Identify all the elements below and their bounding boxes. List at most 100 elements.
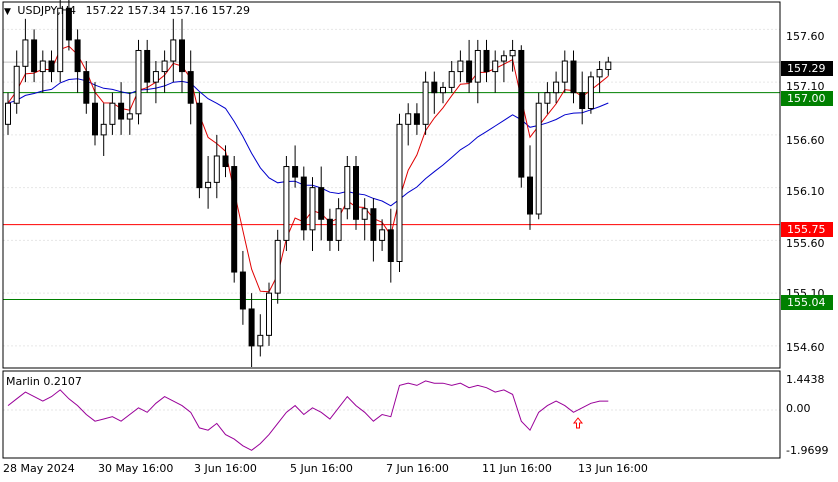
candle-body: [335, 208, 342, 241]
price-axis-label: 155.60: [786, 237, 825, 250]
marlin-oscillator-line: [7, 380, 609, 451]
candle-body: [248, 308, 255, 347]
candle-body: [48, 60, 55, 73]
indicator-axis-label: -1.9699: [786, 444, 829, 457]
candle-body: [396, 123, 403, 262]
time-axis-label: 13 Jun 16:00: [578, 462, 648, 475]
up-arrow-icon: [572, 417, 584, 429]
time-axis-label: 7 Jun 16:00: [386, 462, 449, 475]
candle-body: [135, 49, 142, 115]
candle-body: [318, 187, 325, 220]
candle-body: [579, 92, 586, 110]
candle-body: [266, 292, 272, 336]
time-axis-label: 11 Jun 16:00: [482, 462, 552, 475]
candle-body: [492, 60, 499, 73]
symbol-label: USDJPY,H4: [17, 4, 77, 17]
candle-body: [83, 71, 90, 104]
time-axis-label: 3 Jun 16:00: [194, 462, 257, 475]
candle-body: [283, 166, 290, 241]
candle-body: [309, 187, 316, 231]
indicator-label: Marlin 0.2107: [6, 375, 82, 388]
candle-body: [422, 81, 429, 125]
candle-body: [527, 176, 533, 215]
candle-body: [326, 218, 333, 241]
candle-body: [92, 102, 98, 136]
main-pane-frame: [2, 1, 781, 369]
time-axis-label: 5 Jun 16:00: [290, 462, 353, 475]
candle-body: [413, 113, 420, 125]
candle-body: [205, 181, 212, 189]
candle-body: [39, 60, 46, 73]
candle-body: [379, 229, 386, 241]
dropdown-triangle-icon[interactable]: ▼: [4, 7, 11, 17]
candle-body: [257, 334, 264, 347]
grid: [3, 28, 780, 411]
candle-body: [292, 166, 299, 178]
candle-body: [274, 239, 281, 294]
indicator-axis-label: 0.00: [786, 402, 811, 415]
candle-body: [370, 208, 377, 241]
candle-body: [457, 60, 464, 73]
horizontal-levels: [3, 92, 780, 300]
candle-body: [161, 60, 168, 73]
candle-body: [65, 7, 72, 41]
candle-body: [483, 49, 490, 73]
candle-body: [300, 176, 307, 231]
up-arrow-signal-icon: [572, 417, 584, 429]
candle-body: [361, 208, 368, 220]
candle-body: [22, 39, 29, 67]
candle-body: [500, 55, 507, 62]
candle-body: [179, 39, 185, 73]
fast-moving-average: [7, 45, 609, 293]
candle-body: [431, 81, 438, 94]
chart-header: ▼ USDJPY,H4 157.22 157.34 157.16 157.29: [4, 4, 250, 17]
price-axis-label: 154.60: [786, 341, 825, 354]
indicator-pane-frame: [2, 370, 781, 459]
level-tag-15504: 155.04: [781, 295, 833, 310]
candle-body: [570, 60, 577, 94]
candle-body: [187, 71, 194, 104]
candlestick-series: [5, 0, 612, 367]
indicator-axis-label: 1.4438: [786, 373, 825, 386]
level-tag-15575: 155.75: [781, 222, 833, 237]
candle-body: [466, 60, 473, 83]
candle-body: [596, 68, 603, 78]
price-axis-label: 157.60: [786, 30, 825, 43]
candle-body: [74, 39, 81, 73]
candle-body: [239, 271, 246, 310]
candle-body: [509, 49, 516, 57]
candle-body: [448, 71, 455, 88]
candle-body: [100, 123, 107, 136]
candle-body: [553, 81, 560, 94]
candle-body: [109, 102, 116, 125]
candle-body: [518, 49, 525, 178]
last-price-tag: 157.29: [781, 61, 833, 76]
candle-body: [561, 60, 568, 83]
candle-body: [587, 76, 594, 110]
candle-body: [535, 102, 542, 215]
candle-body: [152, 71, 159, 83]
candle-body: [605, 61, 612, 70]
candle-body: [126, 113, 133, 120]
candle-body: [353, 166, 359, 220]
candle-body: [13, 65, 20, 104]
price-axis-label: 156.10: [786, 185, 825, 198]
time-axis-label: 28 May 2024: [3, 462, 75, 475]
ohlc-values: 157.22 157.34 157.16 157.29: [85, 4, 251, 17]
price-axis-label: 157.10: [786, 80, 825, 93]
candle-body: [118, 102, 125, 120]
candle-body: [440, 86, 446, 94]
price-axis-label: 156.60: [786, 134, 825, 147]
candle-body: [31, 39, 38, 73]
candle-body: [57, 7, 64, 73]
candle-body: [213, 155, 220, 183]
candle-body: [5, 102, 11, 125]
candle-body: [231, 166, 238, 273]
candle-body: [387, 229, 394, 262]
level-tag-157: 157.00: [781, 91, 833, 106]
candle-body: [170, 39, 177, 62]
candle-body: [405, 113, 412, 125]
candle-body: [544, 92, 551, 104]
